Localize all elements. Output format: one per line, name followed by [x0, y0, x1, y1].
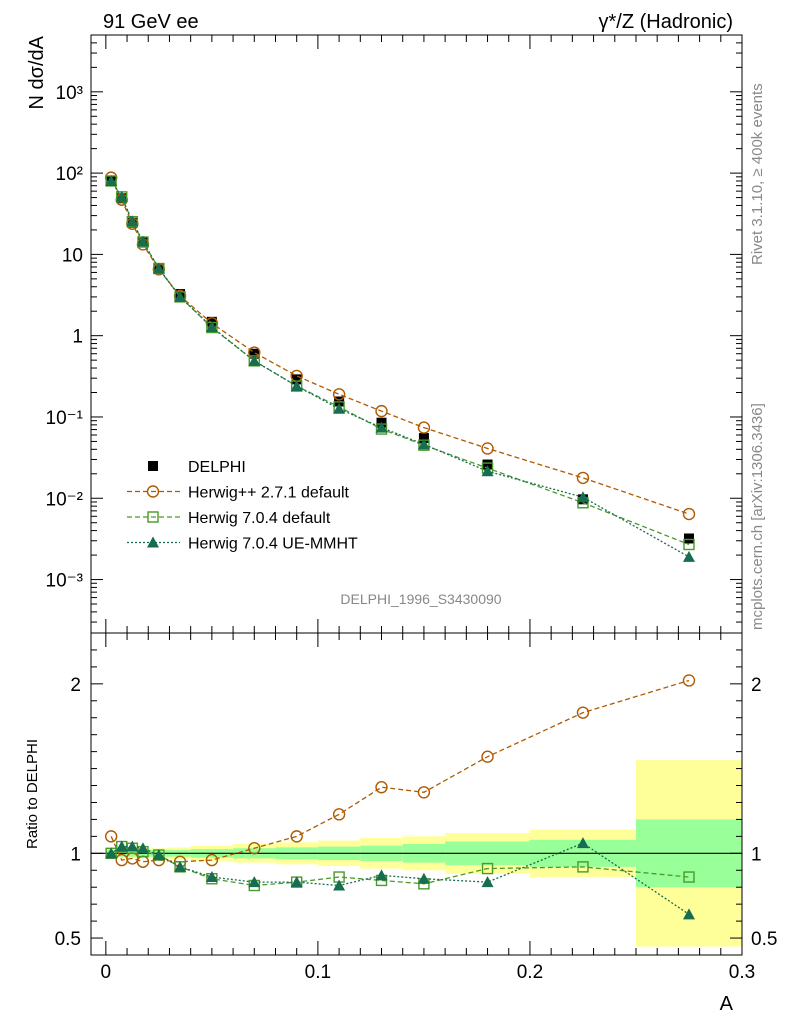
mcplots-note: mcplots.cern.ch [arXiv:1306.3436]: [749, 403, 766, 630]
data-point: [152, 262, 165, 274]
ratio-data-point: [481, 862, 494, 875]
data-point: [375, 404, 388, 418]
ratio-data-point: [136, 842, 149, 854]
ratio-data-point: [375, 781, 388, 794]
data-point: [290, 380, 303, 392]
ratio-data-point: [481, 876, 494, 888]
ratio-data-point: [290, 830, 303, 843]
data-point: [482, 459, 493, 470]
ratio-data-point: [332, 808, 346, 821]
ratio-data-point: [417, 786, 431, 799]
ratio-data-point: [115, 840, 128, 852]
ratio-series-line: [110, 842, 690, 915]
ratio-y-axis-label: Ratio to DELPHI: [24, 739, 41, 849]
ratio-data-point: [205, 853, 219, 867]
ratio-data-point: [682, 908, 695, 920]
ratio-series-herwig-7-0-4-ue-mmht: [105, 837, 695, 920]
data-point: [136, 235, 149, 247]
data-point: [481, 465, 494, 477]
legend-marker: [146, 485, 160, 498]
x-tick-label: 0.3: [729, 962, 755, 983]
data-point: [115, 190, 128, 202]
data-point: [576, 471, 590, 485]
ratio-data-point: [481, 750, 494, 763]
data-point: [174, 290, 187, 302]
x-axis-label: A: [720, 993, 734, 1015]
legend-label: Herwig 7.0.4 default: [188, 510, 331, 527]
ratio-data-point: [174, 860, 187, 872]
y-tick-label: 10⁻¹: [46, 408, 84, 429]
ratio-data-point: [205, 871, 218, 883]
ratio-data-point: [682, 674, 696, 687]
data-point: [481, 442, 494, 455]
ratio-data-point: [248, 876, 261, 888]
ratio-data-point: [290, 876, 303, 888]
ratio-y-tick-label-left: 1: [70, 844, 81, 865]
data-point: [105, 174, 118, 186]
y-tick-label: 10³: [56, 83, 83, 104]
ratio-data-point: [126, 840, 139, 852]
x-tick-label: 0: [101, 962, 112, 983]
series-line: [110, 177, 690, 515]
data-point: [418, 433, 429, 444]
ratio-data-point: [105, 847, 118, 859]
data-point: [417, 421, 431, 434]
ratio-y-tick-label-left: 0.5: [55, 929, 81, 950]
ratio-data-point: [152, 849, 165, 861]
ratio-y-tick-label-right: 0.5: [751, 929, 777, 950]
series-herwig-7-0-4-ue-mmht: [105, 174, 695, 562]
header-left: 91 GeV ee: [103, 11, 199, 33]
ratio-series-line: [110, 679, 690, 863]
ratio-data-point: [683, 871, 695, 883]
y-tick-label: 10⁻²: [46, 489, 84, 510]
legend-marker: [147, 536, 159, 548]
ratio-data-point: [375, 869, 388, 881]
ratio-panel: 0.5 0.5 1 1 2 2 0 0.1 0.2 0.3: [55, 632, 777, 983]
rivet-note: Rivet 3.1.10, ≥ 400k events: [749, 83, 766, 265]
legend: DELPHI Herwig++ 2.7.1 default Herwig 7.0.4…: [127, 459, 358, 553]
ratio-y-tick-label-right: 1: [751, 844, 762, 865]
y-tick-label: 10²: [56, 164, 83, 185]
legend-label: Herwig++ 2.7.1 default: [188, 485, 350, 502]
data-point: [332, 388, 346, 401]
y-tick-label: 10⁻³: [46, 571, 84, 592]
ratio-data-point: [104, 830, 118, 843]
ratio-y-tick-label-right: 2: [751, 675, 762, 696]
data-point: [375, 421, 388, 433]
data-point: [682, 550, 695, 562]
data-point: [291, 374, 302, 385]
ratio-y-tick-label-left: 2: [70, 675, 81, 696]
main-panel: 10⁻³ 10⁻² 10⁻¹ 1 10 10² 10³: [46, 34, 743, 634]
data-point: [249, 348, 260, 359]
data-point: [126, 215, 139, 227]
ratio-data-point: [417, 872, 430, 884]
ratio-data-point: [577, 861, 589, 873]
y-tick-label: 10: [62, 245, 83, 266]
y-tick-label: 1: [72, 327, 83, 348]
header-right: γ*/Z (Hadronic): [599, 11, 733, 33]
data-point: [576, 491, 589, 503]
ratio-data-point: [576, 837, 589, 849]
ratio-frame: [90, 632, 743, 956]
analysis-watermark: DELPHI_1996_S3430090: [340, 591, 501, 607]
data-point: [333, 402, 346, 414]
ratio-data-point: [333, 879, 346, 891]
ratio-data-point: [576, 706, 590, 719]
legend-marker: [147, 511, 159, 523]
data-point: [683, 538, 695, 551]
data-point: [248, 354, 261, 366]
x-tick-label: 0.2: [517, 962, 543, 983]
legend-label: DELPHI: [188, 459, 246, 476]
legend-label: Herwig 7.0.4 UE-MMHT: [188, 536, 358, 553]
data-point: [682, 507, 696, 521]
data-point: [683, 533, 694, 544]
ratio-data-point: [248, 842, 261, 855]
main-y-axis-label: N dσ/dA: [26, 35, 48, 109]
data-point: [205, 320, 218, 332]
legend-marker: [148, 461, 158, 471]
x-tick-label: 0.1: [305, 962, 331, 983]
data-point: [417, 438, 430, 450]
